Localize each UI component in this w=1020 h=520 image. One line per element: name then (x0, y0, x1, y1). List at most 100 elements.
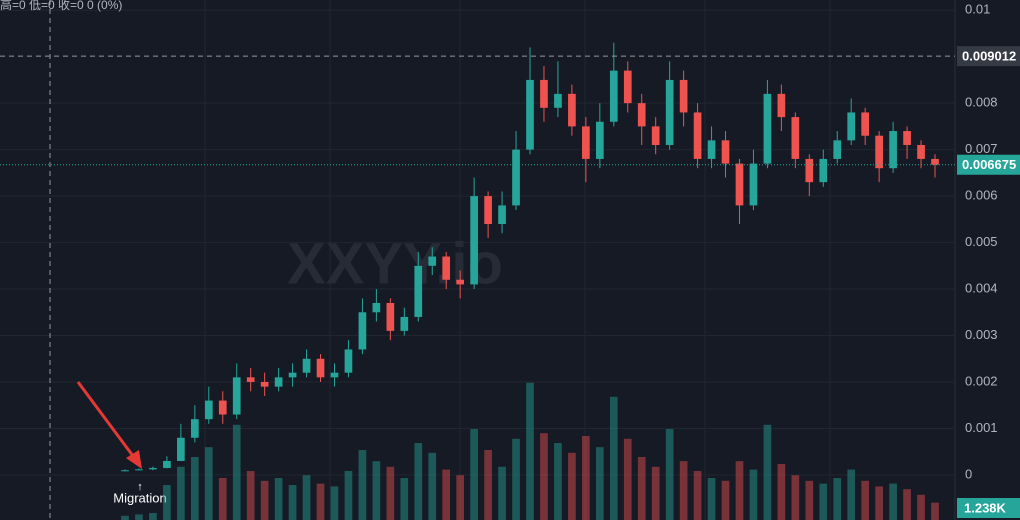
volume-bar (232, 424, 241, 520)
last-volume-box (957, 498, 1020, 518)
volume-bar (470, 429, 478, 520)
candle-body (833, 140, 842, 159)
volume-bar (302, 475, 311, 520)
candle-body (442, 256, 451, 280)
volume-bar (386, 466, 395, 520)
candle-body (135, 469, 143, 471)
volume-bar (582, 436, 590, 520)
candle-body (428, 256, 437, 266)
volume-bar (372, 461, 381, 520)
candle-body (386, 302, 395, 331)
volume-bar (735, 461, 744, 520)
volume-bar (414, 443, 423, 520)
candle-body (609, 70, 618, 122)
volume-bar (777, 464, 786, 520)
candle-body (707, 140, 716, 159)
volume-bar (149, 513, 157, 520)
volume-bar (903, 489, 911, 520)
volume-bar (358, 450, 367, 520)
last-price-label: 0.006675 (962, 157, 1016, 172)
y-tick-label: 0.01 (965, 2, 990, 17)
candle-body (484, 196, 492, 224)
volume-bar (665, 429, 674, 520)
volume-bar (330, 486, 339, 520)
volume-bar (819, 483, 828, 520)
volume-bar (260, 480, 269, 520)
candle-body (330, 372, 339, 378)
volume-bar (274, 478, 283, 520)
y-tick-label: 0.007 (965, 141, 998, 156)
volume-bar (540, 433, 548, 520)
y-tick-label: 0.008 (965, 95, 998, 110)
volume-bar (177, 466, 185, 520)
volume-bar (637, 457, 646, 520)
candle-body (819, 158, 828, 183)
volume-bar (875, 486, 883, 520)
candle-body (582, 126, 590, 159)
y-tick-label: 0 (965, 466, 972, 481)
candle-body (693, 112, 702, 159)
candle-body (554, 93, 562, 108)
volume-bar (917, 494, 925, 520)
volume-bar (861, 480, 870, 520)
candle-body (903, 131, 911, 145)
volume-bar (693, 471, 702, 520)
volume-bar (512, 438, 520, 520)
volume-bar (707, 478, 716, 520)
y-tick-label: 0.006 (965, 188, 998, 203)
volume-bar (931, 502, 939, 520)
last-volume-label: 1.238K (964, 500, 1007, 515)
candle-body (651, 126, 660, 145)
volume-bar (721, 480, 730, 520)
candle-body (218, 400, 227, 415)
candle-body (861, 112, 870, 136)
volume-bar (609, 396, 618, 520)
candle-body (637, 103, 646, 127)
candle-body (246, 377, 255, 382)
volume-bar (568, 452, 576, 520)
candle-body (623, 70, 632, 104)
candle-body (358, 312, 367, 350)
y-tick-label: 0.004 (965, 280, 998, 295)
candle-body (498, 205, 506, 224)
volume-bar (442, 469, 451, 520)
candle-body (540, 79, 548, 108)
candle-body (456, 279, 465, 285)
time-grid (204, 0, 831, 520)
candle-body (749, 163, 758, 206)
candle-body (414, 265, 423, 317)
volume-bar (749, 469, 758, 520)
volume-bar (889, 483, 897, 520)
candle-body (777, 93, 786, 118)
volume-bar (763, 424, 772, 520)
volume-bar (595, 447, 604, 520)
annotation: Migration (113, 490, 166, 505)
candle-body (931, 158, 939, 165)
annotation-arrow-head (126, 450, 142, 469)
volume-bar (791, 475, 800, 520)
candle-body (121, 470, 129, 472)
volume-bar (651, 466, 660, 520)
volume-bar (623, 438, 632, 520)
candle-body (568, 93, 576, 127)
volume-bar (833, 478, 842, 520)
y-tick-label: 0.005 (965, 234, 998, 249)
candle-body (163, 460, 171, 468)
candle-body (344, 349, 353, 373)
candle-body (372, 302, 381, 313)
candle-body (665, 79, 674, 145)
volume-bar (400, 478, 409, 520)
candle-body (721, 140, 730, 164)
candle-body (470, 196, 478, 285)
candle-body (735, 163, 744, 206)
volume-bar (805, 480, 814, 520)
volume-bar (163, 485, 171, 520)
volume-bar (218, 478, 227, 520)
volume-bar (456, 475, 465, 520)
candle-body (274, 377, 283, 387)
watermark: XXYY.io (287, 231, 503, 296)
candle-body (791, 117, 800, 159)
last-price-box (957, 154, 1020, 175)
